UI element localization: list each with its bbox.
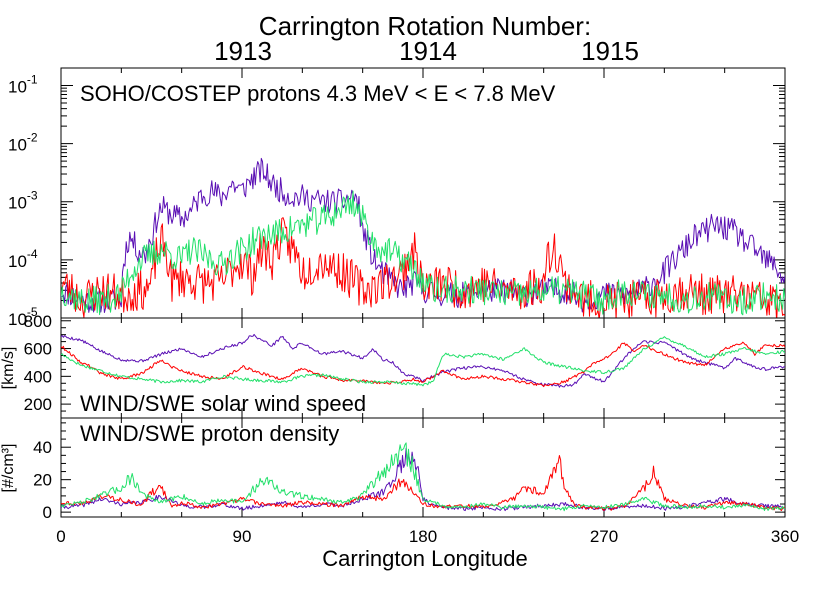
y-tick-label-base: 10 <box>8 136 27 155</box>
y-tick-label-base: 10 <box>8 252 27 271</box>
y-tick-label: 20 <box>33 471 52 490</box>
y-tick-label: 200 <box>24 395 52 414</box>
wind-speed-ylabel: [km/s] <box>0 347 17 390</box>
series-line-1915 <box>61 442 785 512</box>
rotation-label-1913: 1913 <box>214 36 272 66</box>
x-tick-label: 180 <box>409 527 437 546</box>
y-tick-label-exponent: -5 <box>27 305 38 319</box>
series-line-1914 <box>61 217 785 318</box>
series-line-1914 <box>61 455 785 511</box>
x-tick-label: 90 <box>233 527 252 546</box>
y-tick-label: 10-4 <box>8 247 38 271</box>
y-tick-label-base: 10 <box>8 77 27 96</box>
wind-speed-panel: 200 400 600 800 WIND/SWE solar wind speed [… <box>0 312 786 419</box>
y-tick-label: 40 <box>33 438 52 457</box>
y-tick-label-exponent: -3 <box>27 189 38 203</box>
y-tick-label: 10-3 <box>8 189 38 213</box>
proton-density-ylabel: [#/cm³] <box>0 444 17 493</box>
x-axis: 0 90 180 270 360 <box>56 527 799 546</box>
y-tick-label-exponent: -4 <box>27 247 38 261</box>
rotation-label-1915: 1915 <box>581 36 639 66</box>
y-tick-label: 400 <box>24 367 52 386</box>
y-tick-label-exponent: -2 <box>27 131 38 145</box>
x-tick-label: 0 <box>56 527 65 546</box>
proton-flux-panel: 10-510-410-310-210-1 SOHO/COSTEP protons… <box>8 67 786 329</box>
figure-title: Carrington Rotation Number: <box>259 11 591 41</box>
series-line-1914 <box>61 341 785 388</box>
x-tick-label: 360 <box>771 527 799 546</box>
series-line-1913 <box>61 447 785 512</box>
x-axis-label: Carrington Longitude <box>322 546 527 571</box>
y-tick-label: 0 <box>43 503 52 522</box>
wind-speed-title: WIND/SWE solar wind speed <box>80 391 366 416</box>
y-tick-label: 600 <box>24 340 52 359</box>
y-tick-label: 10-5 <box>8 305 38 329</box>
y-tick-label-base: 10 <box>8 194 27 213</box>
series-line-1913 <box>61 333 785 388</box>
y-tick-label: 10-2 <box>8 131 38 155</box>
series-line-1915 <box>61 336 785 387</box>
proton-density-panel: 0 20 40 WIND/SWE proton density [#/cm³] <box>0 417 786 522</box>
y-tick-label: 800 <box>24 312 52 331</box>
proton-flux-title: SOHO/COSTEP protons 4.3 MeV < E < 7.8 Me… <box>80 81 556 106</box>
y-tick-label-exponent: -1 <box>27 72 38 86</box>
x-tick-label: 270 <box>590 527 618 546</box>
y-tick-label: 10-1 <box>8 72 38 96</box>
proton-density-title: WIND/SWE proton density <box>80 421 339 446</box>
rotation-label-1914: 1914 <box>399 36 457 66</box>
y-tick-label-base: 10 <box>8 310 27 329</box>
series-line-1915 <box>61 190 785 316</box>
